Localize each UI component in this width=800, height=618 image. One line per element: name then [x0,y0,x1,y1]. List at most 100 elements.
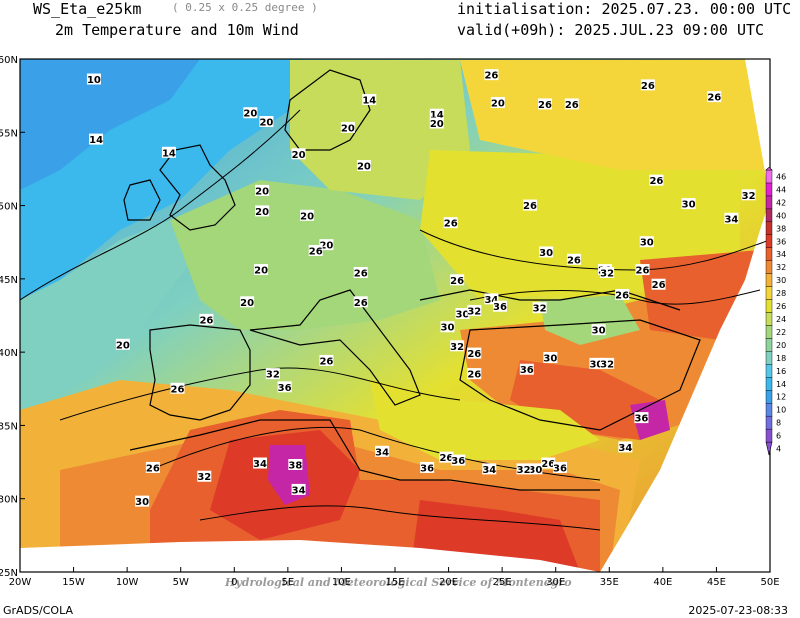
contour-label-box [651,278,666,290]
contour-label-box [243,107,258,119]
contour-label-box [538,98,552,110]
colorbar-arrow-high [765,167,773,171]
contour-label-box [564,98,579,110]
contour-label: 36 [520,365,534,376]
y-tick-label: 35N [0,421,18,432]
contour-label: 26 [354,268,368,279]
colorbar-label: 18 [776,354,786,363]
contour-label-box [635,264,650,276]
contour-label-box [255,205,270,217]
colorbar-segment [765,377,773,391]
contour-label: 34 [482,465,496,476]
contour-label-box [493,300,507,312]
colorbar-segment [765,247,773,261]
contour-label-box [291,483,306,495]
contour-label-box [467,347,482,359]
contour-label-box [429,108,444,120]
contour-label-box [450,274,465,286]
colorbar-segment [765,299,773,313]
contour-label: 34 [292,485,306,496]
contour-label-box [429,117,444,129]
colorbar-label: 36 [776,237,786,246]
colorbar: 4681012141618202224262830323436384042444… [765,167,786,456]
contour-label: 26 [523,201,537,212]
colorbar-segment [765,260,773,274]
colorbar-label: 46 [776,172,786,181]
contour-label: 30 [456,310,470,321]
contour-label: 26 [636,266,650,277]
contour-label: 20 [240,298,254,309]
contour-label: 20 [319,241,333,252]
contour-label-box [450,340,465,352]
contour-label-box [490,96,505,108]
contour-label: 26 [439,453,453,464]
contour-label: 34 [484,295,498,306]
colorbar-label: 40 [776,211,786,220]
contour-label: 20 [300,211,314,222]
contour-label-box [161,146,176,158]
contour-label: 14 [430,110,444,121]
contour-label-box [600,266,615,278]
x-tick-label: 15W [62,577,85,588]
contour-label-box [681,198,696,210]
contour-label-box [86,73,101,85]
contour-label: 34 [375,447,389,458]
contour-label-box [375,445,390,457]
contour-label-box [288,459,303,471]
colorbar-segment [765,273,773,287]
colorbar-segment [765,195,773,210]
colorbar-segment [765,169,773,184]
contour-label-box [519,363,534,375]
contour-label: 32 [742,191,756,202]
contour-label-box [639,236,654,248]
contour-label: 20 [255,186,269,197]
contour-label-box [255,184,270,196]
contour-label-box [615,288,630,300]
contour-label-box [254,264,269,276]
contour-label: 36 [420,463,434,474]
valid-time: valid(+09h): 2025.JUL.23 09:00 UTC [457,21,765,39]
contour-label-box [482,463,497,475]
contour-label: 30 [589,359,603,370]
y-tick-label: 25N [0,568,18,579]
contour-label: 26 [467,349,481,360]
colorbar-segment [765,428,773,443]
colorbar-label: 30 [776,276,786,285]
contour-label: 20 [116,340,130,351]
contour-label: 20 [430,119,444,130]
contour-label: 20 [255,207,269,218]
colorbar-label: 38 [776,224,786,233]
contour-label: 10 [87,75,101,86]
contour-label-box [420,461,435,473]
x-tick-label: 25E [493,577,512,588]
contour-label: 34 [724,214,738,225]
contour-label: 32 [467,307,481,318]
contour-label: 34 [618,443,632,454]
contour-label: 32 [600,359,614,370]
x-tick-label: 40E [653,577,672,588]
x-tick-label: 20E [439,577,458,588]
contour-label-box [467,368,482,380]
colorbar-label: 28 [776,289,786,298]
contour-label-box [440,321,455,333]
contour-label: 20 [259,118,273,129]
contour-label-box [356,159,371,171]
contour-label: 20 [341,123,355,134]
colorbar-label: 26 [776,302,786,311]
contour-label-box [308,245,323,257]
contour-label: 32 [533,304,547,315]
contour-label-box [707,91,722,103]
contour-label: 26 [565,100,579,111]
x-tick-label: 0 [231,577,237,588]
contour-label: 30 [592,326,606,337]
contour-label-box [543,352,558,364]
colorbar-label: 22 [776,328,786,337]
contour-label: 26 [615,290,629,301]
contour-label: 36 [553,463,567,474]
contour-label-box [259,116,274,128]
colorbar-segment [765,351,773,365]
y-tick-label: 60N [0,55,18,66]
x-tick-label: 30E [546,577,565,588]
contour-label-box [523,199,537,211]
colorbar-segment [765,364,773,378]
